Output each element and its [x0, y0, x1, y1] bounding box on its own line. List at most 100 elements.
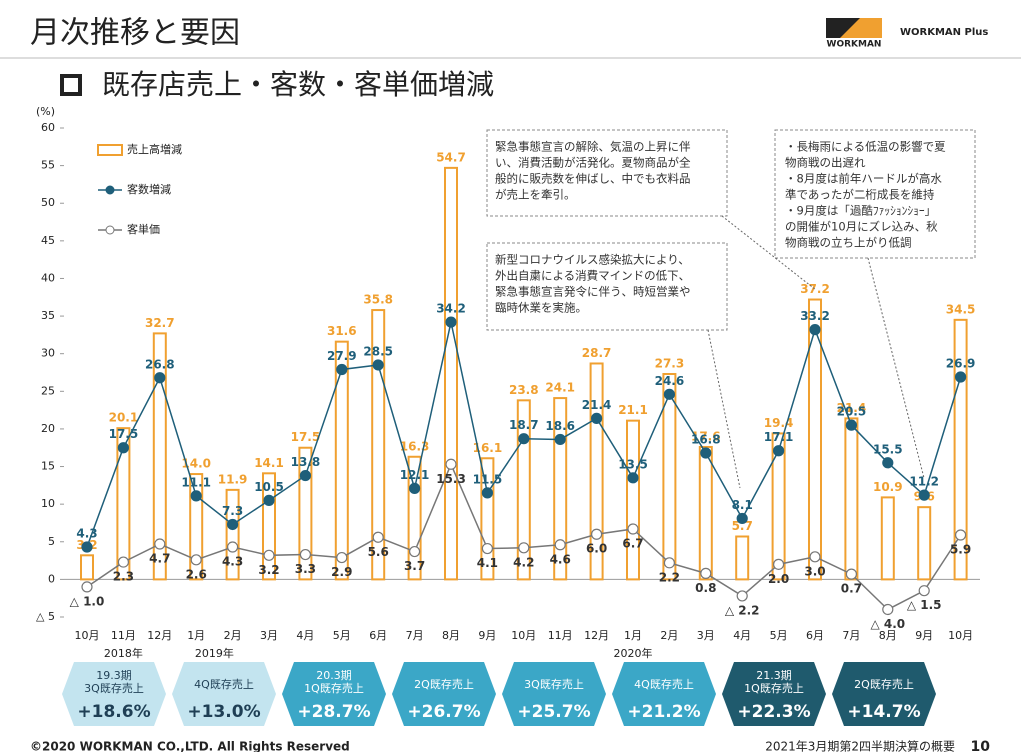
marker — [117, 442, 130, 454]
badge-label: 2Q既存売上 — [854, 677, 914, 691]
bar — [662, 373, 677, 581]
badge — [722, 662, 826, 726]
marker — [372, 531, 384, 543]
point-label: 16.8 — [691, 432, 721, 446]
point-label: 4.7 — [149, 552, 170, 566]
marker — [409, 482, 421, 494]
annotation-text: 物商戦の立ち上がり低調 — [785, 236, 912, 250]
unit-label: (%) — [36, 105, 55, 118]
marker — [918, 585, 930, 597]
point-label: 27.9 — [327, 349, 357, 363]
point-label: △ 4.0 — [870, 617, 905, 631]
marker — [263, 494, 275, 506]
bar-label: 20.1 — [109, 411, 139, 425]
badge-value: +14.7% — [847, 702, 920, 722]
marker — [481, 542, 493, 555]
marker — [700, 567, 712, 579]
bar — [334, 340, 349, 581]
y-tick-label: 45 — [41, 234, 55, 247]
logo-icon — [826, 18, 860, 38]
marker — [590, 528, 603, 540]
marker — [81, 541, 93, 553]
point-label: 28.5 — [363, 344, 393, 358]
point-label: 11.5 — [473, 472, 503, 486]
x-tick-label: 9月 — [915, 629, 933, 642]
marker — [117, 556, 130, 568]
badge-label: 2Q既存売上 — [414, 677, 474, 691]
point-label: 33.2 — [800, 309, 830, 323]
badge — [282, 662, 386, 726]
x-tick-label: 12月 — [147, 629, 172, 642]
bar-label: 35.8 — [363, 293, 393, 307]
point-label: 10.5 — [254, 480, 284, 494]
point-label: 18.7 — [509, 418, 539, 432]
badge — [392, 662, 496, 726]
point-label: 2.6 — [186, 567, 207, 581]
bar-label: 34.5 — [946, 302, 976, 316]
bar-label: 16.3 — [400, 439, 430, 453]
marker — [882, 457, 894, 469]
point-label: 26.9 — [946, 357, 976, 371]
annotation-text: が売上を牽引。 — [495, 188, 576, 202]
badge-value: +26.7% — [407, 702, 480, 722]
bar-label: 27.3 — [655, 357, 685, 371]
bar — [880, 496, 895, 581]
y-tick-label: 50 — [41, 196, 55, 209]
point-label: 18.6 — [545, 419, 575, 433]
marker — [409, 545, 421, 558]
x-tick-label: 12月 — [584, 629, 609, 642]
badge — [172, 662, 276, 726]
x-tick-label: 11月 — [548, 629, 573, 642]
badge-value: +13.0% — [187, 702, 260, 722]
point-label: 7.3 — [222, 504, 243, 518]
marker — [663, 388, 676, 400]
bar-label: 14.1 — [254, 456, 284, 470]
y-tick-label: 30 — [41, 347, 55, 360]
point-label: 11.2 — [909, 475, 939, 489]
point-label: 24.6 — [655, 374, 685, 388]
year-label: 2019年 — [195, 646, 234, 660]
marker — [954, 371, 967, 383]
legend-label: 客単価 — [127, 222, 160, 236]
x-tick-label: 10月 — [75, 629, 100, 642]
annotation-text: い、消費活動が活発化。夏物商品が全 — [495, 156, 691, 170]
bar — [626, 419, 640, 581]
bar — [298, 446, 313, 581]
x-tick-label: 7月 — [842, 629, 860, 642]
marker — [554, 539, 566, 551]
x-tick-label: 6月 — [806, 629, 824, 642]
bar-label: 28.7 — [582, 346, 612, 360]
badge-label: 20.3期 — [316, 669, 352, 682]
point-label: 5.9 — [950, 542, 971, 556]
page-number: 10 — [971, 739, 991, 752]
annotation-box — [486, 242, 728, 331]
point-label: 3.3 — [295, 562, 316, 576]
bar — [516, 399, 531, 581]
point-label: 4.2 — [513, 555, 534, 569]
marker — [263, 549, 275, 561]
bar-label: 5.7 — [732, 519, 753, 533]
annotation-text: ・8月度は前年ハードルが高水 — [785, 172, 942, 186]
bar — [225, 488, 240, 581]
bar-label: 32.7 — [145, 316, 175, 330]
y-tick-label: 5 — [48, 535, 55, 548]
point-label: 2.3 — [113, 570, 134, 584]
point-label: 3.2 — [258, 563, 279, 577]
point-label: 21.4 — [582, 398, 612, 412]
marker — [336, 551, 348, 564]
badge-value: +25.7% — [517, 702, 590, 722]
y-tick-label: 25 — [41, 384, 55, 397]
point-label: 2.9 — [331, 565, 352, 579]
point-label: 4.6 — [550, 552, 571, 566]
marker — [227, 518, 239, 531]
badge-label: 1Q既存売上 — [304, 681, 364, 695]
logo-text: WORKMAN — [827, 40, 882, 50]
badge — [62, 662, 166, 726]
marker — [299, 469, 311, 482]
x-tick-label: 10月 — [948, 629, 973, 642]
legend-label: 客数増減 — [127, 182, 171, 196]
bar — [80, 554, 94, 581]
subtitle: 既存店売上・客数・客単価増減 — [102, 68, 494, 101]
marker — [772, 445, 785, 457]
point-label: 2.0 — [768, 572, 789, 586]
